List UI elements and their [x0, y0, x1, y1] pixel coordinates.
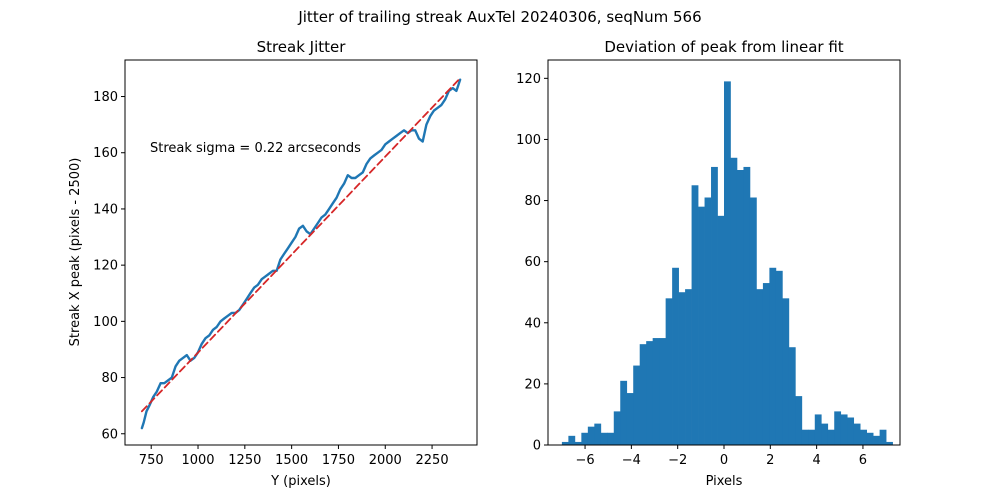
streak-jitter-x-tick-label: 1750: [322, 453, 355, 468]
streak-jitter-x-label: Y (pixels): [270, 474, 331, 489]
histogram-bar: [801, 429, 809, 445]
histogram-bar: [594, 423, 602, 445]
streak-jitter-x-tick-label: 1000: [181, 453, 214, 468]
histogram-bar: [672, 267, 679, 445]
histogram-bar: [607, 432, 615, 445]
histogram-bar: [886, 441, 893, 445]
histogram-bar: [795, 396, 803, 445]
histogram-bar: [834, 411, 842, 445]
streak-jitter-y-label: Streak X peak (pixels - 2500): [68, 158, 83, 347]
streak-jitter-y-tick-label: 60: [101, 427, 118, 442]
histogram-bar: [620, 380, 628, 445]
streak-peak-line: [140, 78, 462, 430]
streak-jitter-plot-area: [140, 77, 462, 430]
histogram-bar: [730, 157, 738, 445]
deviation-histogram-x-tick-label: 0: [720, 453, 728, 468]
deviation-histogram-x-tick-label: 2: [766, 453, 774, 468]
deviation-histogram-x-tick-label: 4: [812, 453, 820, 468]
streak-jitter-y-tick-label: 140: [93, 202, 118, 217]
streak-sigma-annotation: Streak sigma = 0.22 arcseconds: [150, 141, 361, 156]
figure-suptitle: Jitter of trailing streak AuxTel 2024030…: [297, 8, 701, 26]
deviation-histogram-y-tick-label: 0: [533, 439, 541, 454]
streak-jitter-y-axis: 60 80 100 120 140 160 180: [93, 90, 125, 442]
deviation-histogram-x-tick-label: −4: [622, 453, 641, 468]
histogram-bar: [659, 338, 666, 445]
histogram-bar: [775, 270, 783, 445]
streak-jitter-panel: Streak Jitter Streak sigma = 0.22 arcsec…: [68, 38, 478, 489]
deviation-histogram-y-tick-label: 60: [524, 255, 541, 270]
deviation-histogram-y-tick-label: 120: [516, 72, 541, 87]
histogram-bar: [782, 298, 790, 445]
histogram-bar: [691, 185, 699, 445]
histogram-bar: [866, 432, 874, 445]
deviation-histogram-y-tick-label: 40: [524, 316, 541, 331]
histogram-bar: [568, 435, 576, 445]
histogram-bar: [698, 206, 705, 445]
deviation-histogram-x-label: Pixels: [706, 474, 743, 489]
histogram-bar: [587, 426, 595, 445]
streak-jitter-x-tick-label: 2250: [416, 453, 449, 468]
deviation-histogram-panel: Deviation of peak from linear fit −6 −4 −2…: [516, 38, 901, 489]
histogram-bar: [613, 411, 621, 445]
histogram-bar: [873, 435, 880, 445]
histogram-bar: [724, 81, 731, 445]
streak-jitter-x-tick-label: 2000: [369, 453, 402, 468]
histogram-bar: [665, 298, 673, 445]
histogram-bar: [561, 441, 569, 445]
histogram-bar: [574, 441, 582, 445]
histogram-bar: [717, 215, 725, 445]
histogram-bar: [711, 166, 718, 445]
histogram-bar: [860, 429, 867, 445]
streak-jitter-y-tick-label: 180: [93, 90, 118, 105]
histogram-bar: [639, 344, 647, 445]
histogram-bar: [756, 289, 764, 445]
streak-jitter-y-tick-label: 80: [101, 371, 118, 386]
histogram-bar: [704, 197, 712, 445]
histogram-bar: [821, 423, 829, 445]
deviation-histogram-x-tick-label: −2: [668, 453, 687, 468]
histogram-bar: [626, 393, 634, 445]
histogram-bar: [652, 338, 660, 445]
histogram-bar: [736, 170, 744, 445]
streak-jitter-x-axis: 750 1000 1250 1500 1750 2000 2250: [139, 445, 449, 468]
histogram-bar: [853, 423, 861, 445]
deviation-histogram-title: Deviation of peak from linear fit: [604, 38, 843, 56]
streak-jitter-x-tick-label: 1500: [275, 453, 308, 468]
histogram-bar: [685, 289, 692, 445]
histogram-bar: [840, 414, 848, 445]
histogram-bar: [769, 267, 777, 445]
histogram-bar: [847, 417, 855, 445]
histogram-bar: [827, 429, 835, 445]
deviation-histogram-y-tick-label: 80: [524, 194, 541, 209]
deviation-histogram-y-tick-label: 100: [516, 133, 541, 148]
deviation-histogram-x-tick-label: 6: [859, 453, 867, 468]
histogram-bar: [678, 292, 686, 445]
linear-fit-line: [140, 77, 462, 413]
deviation-histogram-x-tick-label: −6: [575, 453, 594, 468]
streak-jitter-x-tick-label: 1250: [228, 453, 261, 468]
streak-jitter-axes-frame: [124, 59, 478, 446]
streak-jitter-y-tick-label: 160: [93, 146, 118, 161]
histogram-bar: [581, 432, 589, 445]
histogram-bar: [788, 347, 796, 445]
deviation-histogram-x-axis: −6 −4 −2 0 2 4 6: [575, 445, 867, 468]
streak-jitter-y-tick-label: 120: [93, 259, 118, 274]
streak-jitter-y-tick-label: 100: [93, 315, 118, 330]
deviation-histogram-bars: [561, 81, 893, 445]
histogram-bar: [762, 283, 770, 445]
deviation-histogram-y-tick-label: 20: [524, 377, 541, 392]
histogram-bar: [879, 429, 887, 445]
deviation-histogram-y-axis: 0 20 40 60 80 100 120: [516, 72, 548, 454]
streak-jitter-title: Streak Jitter: [257, 38, 347, 56]
histogram-bar: [646, 341, 654, 445]
histogram-bar: [808, 429, 816, 445]
histogram-bar: [743, 166, 751, 445]
histogram-bar: [600, 432, 608, 445]
histogram-bar: [749, 197, 757, 445]
histogram-bar: [633, 365, 641, 445]
streak-jitter-x-tick-label: 750: [139, 453, 164, 468]
histogram-bar: [814, 414, 822, 445]
